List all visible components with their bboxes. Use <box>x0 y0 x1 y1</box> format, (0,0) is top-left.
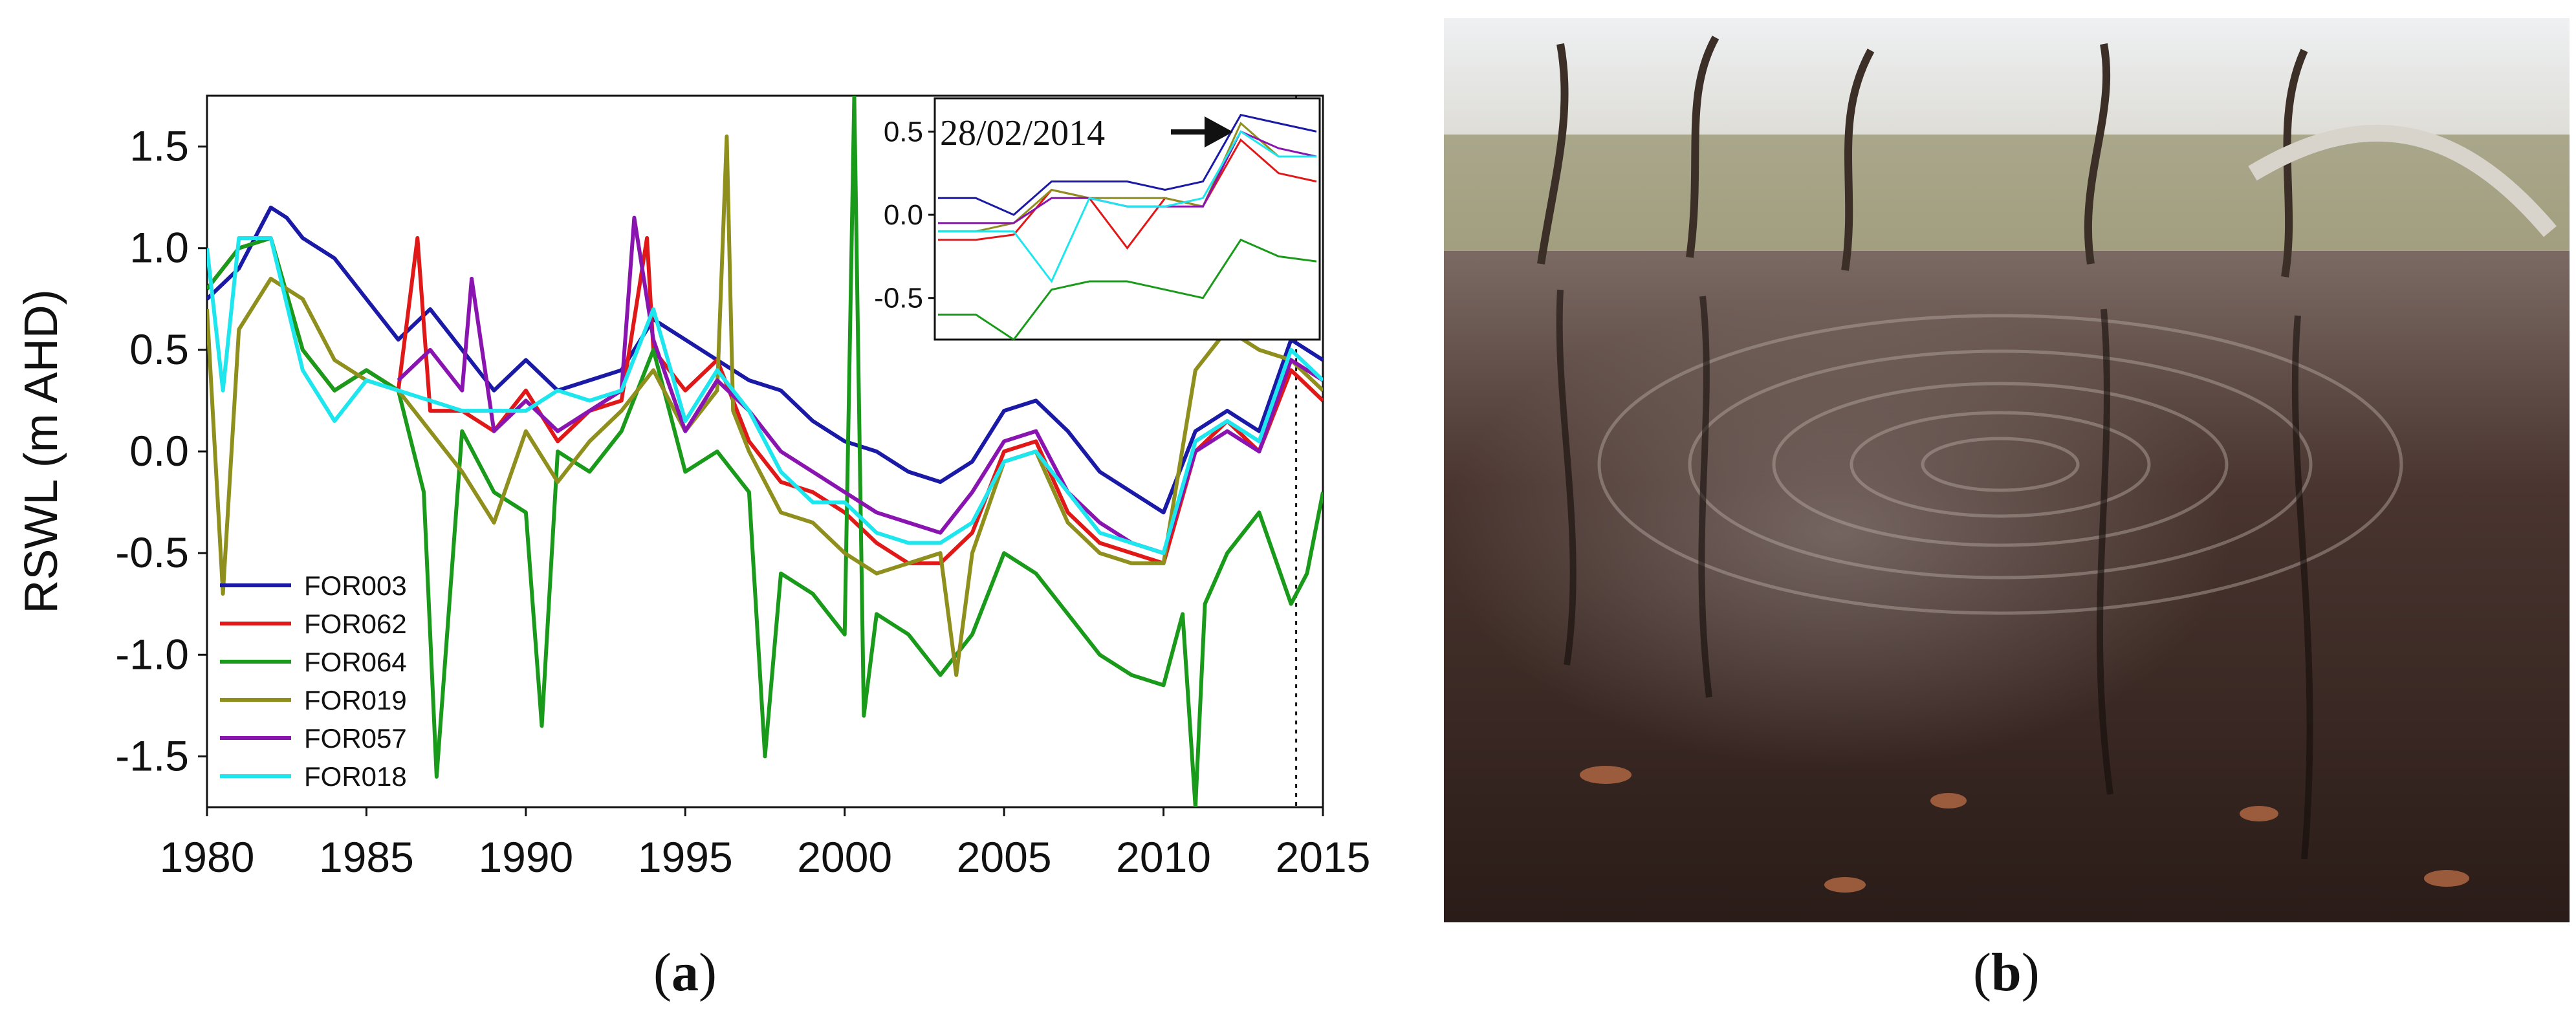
legend-label-for018: FOR018 <box>304 761 407 792</box>
y-tick-label: 0.5 <box>129 325 189 373</box>
inset-series <box>938 113 1317 340</box>
inset-y-tick-label: 0.0 <box>884 199 923 231</box>
y-tick-label: 1.0 <box>129 224 189 272</box>
x-tick-label: 2015 <box>1276 833 1371 881</box>
inset-line-for003 <box>938 113 1317 216</box>
caption-b-letter: b <box>1991 942 2022 1003</box>
inset-arrow-head <box>1205 116 1233 147</box>
inset-line-for062 <box>938 138 1317 250</box>
series-line-for064 <box>207 96 1323 807</box>
wetland-scene <box>1444 18 2570 922</box>
caption-a-close: ) <box>698 942 717 1003</box>
water-glare <box>1444 251 2570 922</box>
inset-date-annotation: 28/02/2014 <box>940 113 1105 153</box>
series-line-for003 <box>207 205 1323 515</box>
x-tick-label: 2010 <box>1116 833 1211 881</box>
y-tick-label: 1.5 <box>129 122 189 170</box>
caption-b-open: ( <box>1973 942 1991 1003</box>
y-tick-label: -1.5 <box>115 732 189 779</box>
y-tick-label: -1.0 <box>115 630 189 678</box>
wetland-photo <box>1444 18 2570 922</box>
caption-a-letter: a <box>671 942 699 1003</box>
x-tick-label: 2000 <box>797 833 892 881</box>
reflections <box>1556 289 2313 860</box>
legend-label-for003: FOR003 <box>304 570 407 601</box>
caption-b: (b) <box>1973 941 2040 1004</box>
x-tick-label: 1985 <box>319 833 414 881</box>
legend-label-for064: FOR064 <box>304 647 407 677</box>
legend-label-for019: FOR019 <box>304 685 407 715</box>
legend-label-for057: FOR057 <box>304 723 407 754</box>
inset-line-for019 <box>938 122 1316 233</box>
caption-b-close: ) <box>2021 942 2040 1003</box>
inset-line-for018 <box>938 130 1316 283</box>
series-line-for018 <box>207 236 1323 556</box>
x-tick-label: 1980 <box>160 833 255 881</box>
inset-y-tick-label: 0.5 <box>884 116 923 147</box>
legend-label-for062: FOR062 <box>304 609 407 639</box>
caption-a-open: ( <box>653 942 671 1003</box>
ripples <box>1597 314 2403 615</box>
inset-line-for064 <box>938 238 1317 340</box>
rswl-chart: RSWL (m AHD) -1.5 -1.0 -0.5 0.0 0.5 1.0 1.5 198… <box>16 94 1371 881</box>
fallen-branch <box>2248 124 2557 237</box>
y-tick-label: 0.0 <box>129 427 189 475</box>
submerged-leaves <box>1580 766 2469 893</box>
y-tick-label: -0.5 <box>115 528 189 576</box>
x-tick-label: 1995 <box>638 833 733 881</box>
x-tick-label: 1990 <box>478 833 573 881</box>
y-axis-label: RSWL (m AHD) <box>16 289 67 613</box>
inset-y-tick-label: -0.5 <box>874 283 923 314</box>
x-tick-label: 2005 <box>957 833 1052 881</box>
caption-a: (a) <box>653 941 717 1004</box>
